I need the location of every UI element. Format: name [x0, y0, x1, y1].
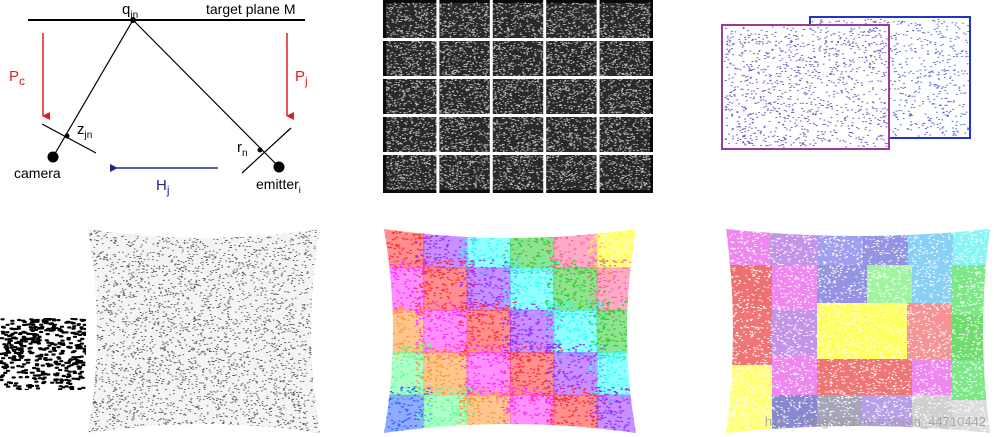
gray-point-cloud	[84, 225, 324, 437]
grid-tile	[599, 41, 650, 76]
q-label: qjn	[122, 1, 138, 21]
color-patch	[952, 315, 990, 360]
color-patch	[726, 310, 772, 365]
overlapping-point-sets	[715, 10, 980, 155]
grid-tile	[546, 155, 597, 190]
emitter-ray	[132, 19, 280, 168]
color-block	[596, 352, 636, 396]
color-patch	[772, 310, 817, 355]
captured-tile-grid	[383, 0, 653, 193]
pc-label: Pc	[9, 68, 25, 88]
color-patch	[726, 265, 772, 310]
pj-label: Pj	[295, 68, 308, 88]
camera-dot	[47, 151, 59, 163]
colored-patches	[722, 225, 994, 437]
point-q	[130, 17, 136, 23]
colored-point-cloud	[380, 225, 640, 437]
front-point-set	[721, 24, 890, 150]
emitter-dot	[273, 161, 285, 173]
grid-tile	[386, 41, 437, 76]
emitter-label: emitteri	[256, 176, 301, 195]
color-patch	[862, 359, 912, 395]
color-patch	[907, 303, 952, 359]
color-patch	[908, 229, 953, 265]
color-block	[510, 394, 555, 433]
dot-pattern-inset	[0, 318, 86, 390]
color-patch	[772, 265, 817, 310]
point-z	[64, 133, 70, 139]
camera-image-plane	[41, 123, 97, 154]
watermark: https://blog.csdn.net/weixin_44710442	[764, 414, 986, 429]
color-patch	[770, 229, 818, 265]
color-patch	[726, 229, 770, 265]
color-patch	[952, 265, 990, 315]
grid-tile	[439, 41, 490, 76]
r-label: rn	[237, 139, 248, 159]
point-r	[257, 147, 263, 153]
geometry-diagram: qjn target plane M Pc Pj zjn rn camera e…	[0, 0, 330, 200]
plane-label: target plane M	[206, 1, 296, 17]
grid-tile	[546, 41, 597, 76]
color-block	[423, 352, 468, 396]
camera-label: camera	[14, 165, 61, 181]
z-label: zjn	[77, 121, 92, 141]
color-block	[596, 309, 636, 354]
h-label: Hj	[156, 177, 170, 197]
emitter-image-plane	[241, 127, 292, 174]
